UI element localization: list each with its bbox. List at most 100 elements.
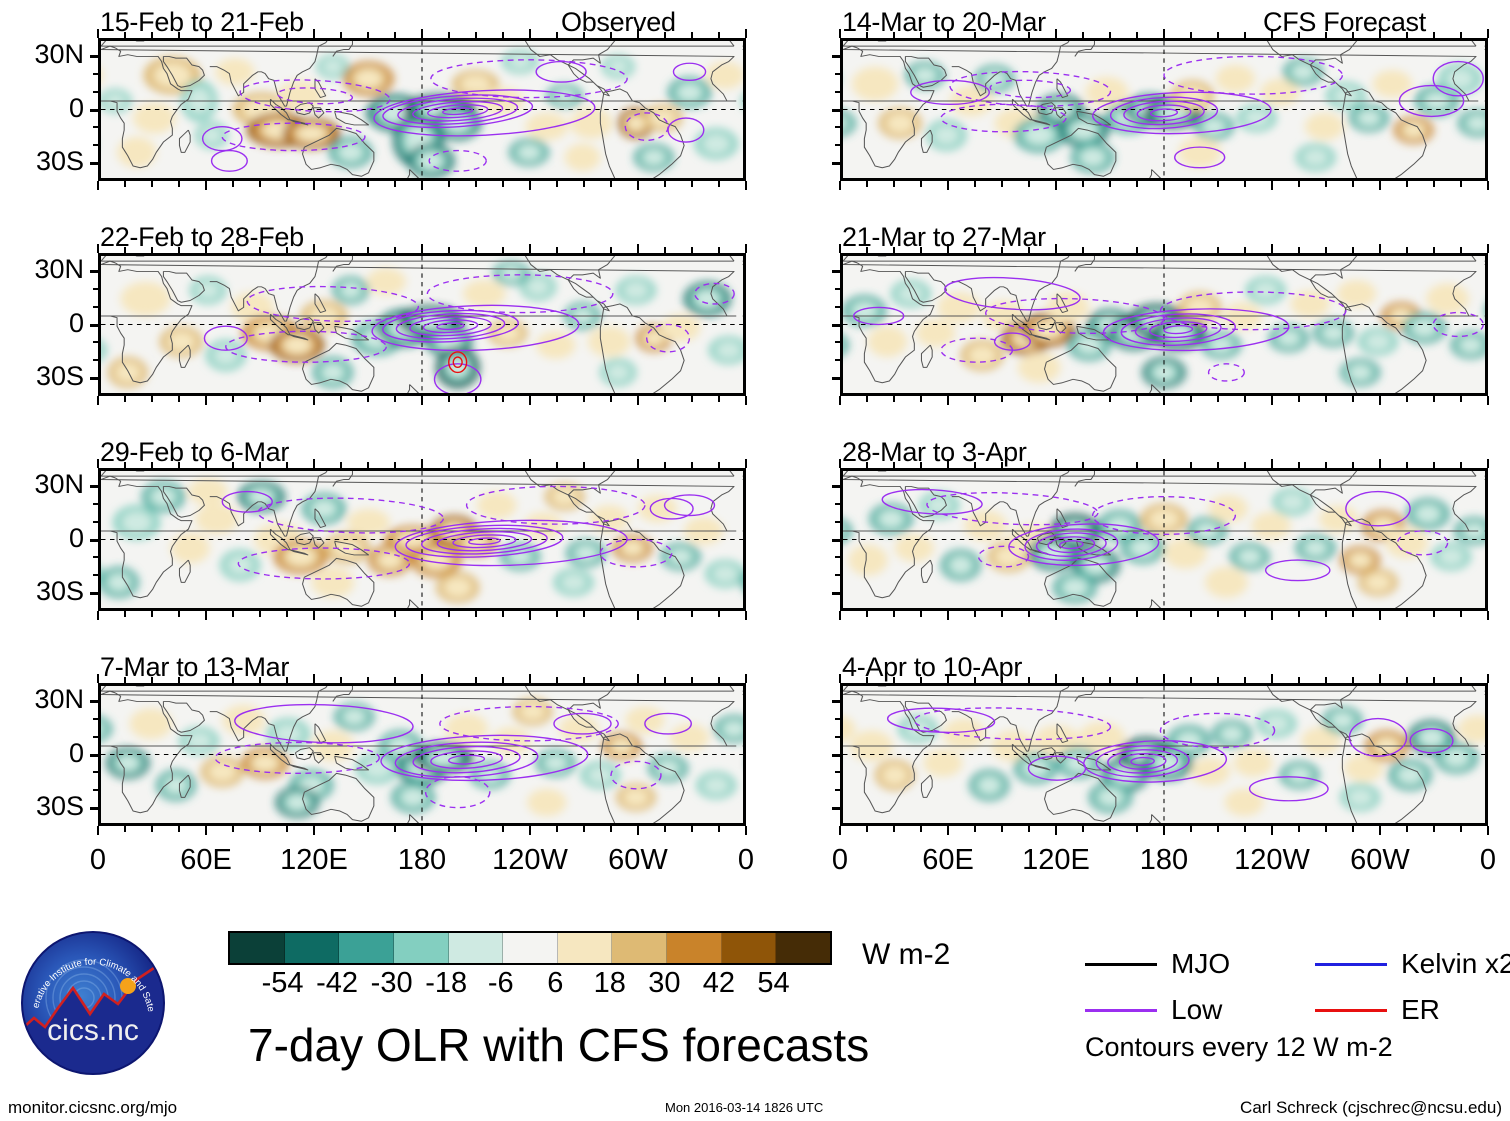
x-axis-tick: [1190, 462, 1192, 468]
x-axis-tick: [286, 32, 288, 38]
column-header-observed: Observed: [561, 7, 676, 37]
y-axis-minor-tick: [93, 538, 99, 541]
x-axis-tick: [1325, 247, 1327, 253]
x-axis-tick: [1460, 462, 1462, 468]
y-axis-minor-tick: [835, 126, 841, 129]
x-axis-tick: [1325, 396, 1327, 402]
x-axis-tick: [448, 396, 450, 402]
x-axis-tick: [1298, 462, 1300, 468]
main-title: 7-day OLR with CFS forecasts: [248, 1019, 870, 1071]
x-axis-tick: [718, 826, 720, 832]
x-axis-tick: [1001, 462, 1003, 468]
x-axis-tick: [97, 459, 99, 468]
x-axis-tick: [664, 181, 666, 187]
x-axis-tick: [1352, 396, 1354, 402]
x-axis-tick: [947, 29, 949, 38]
x-axis-tick: [718, 181, 720, 187]
x-axis-tick: [637, 826, 639, 835]
legend-entry-kelvin-x2: Kelvin x2: [1315, 948, 1510, 980]
x-axis-tick: [1217, 677, 1219, 683]
x-axis-tick: [1163, 826, 1165, 835]
logo-svg: Cooperative Institute for Climate and Sa…: [15, 920, 165, 1075]
x-axis-tick: [1379, 29, 1381, 38]
x-axis-tick: [394, 611, 396, 617]
x-axis-tick: [151, 611, 153, 617]
x-axis-tick: [340, 462, 342, 468]
x-axis-tick: [745, 244, 747, 253]
x-axis-tick: [974, 677, 976, 683]
x-axis-tick: [1001, 826, 1003, 832]
y-axis-minor-tick: [835, 162, 841, 165]
x-axis-tick: [1244, 247, 1246, 253]
footer-url[interactable]: monitor.cicsnc.org/mjo: [8, 1098, 178, 1117]
x-axis-tick: [745, 674, 747, 683]
colorbar-swatch: [448, 933, 504, 963]
x-tick-label: 60E: [180, 844, 232, 876]
x-axis-tick: [1487, 611, 1489, 620]
x-axis-tick: [1082, 677, 1084, 683]
x-axis-tick: [1379, 244, 1381, 253]
x-axis-tick: [529, 611, 531, 620]
x-axis-tick: [839, 674, 841, 683]
colorbar-tick-label: 6: [547, 967, 564, 999]
x-axis-tick: [1001, 181, 1003, 187]
x-axis-tick: [893, 247, 895, 253]
panel-title: 28-Mar to 3-Apr: [842, 437, 1027, 467]
x-axis-tick: [340, 611, 342, 617]
x-axis-tick: [394, 826, 396, 832]
x-axis-tick: [920, 247, 922, 253]
x-axis-tick: [367, 677, 369, 683]
x-axis-tick: [1190, 826, 1192, 832]
x-axis-tick: [1028, 677, 1030, 683]
x-axis-tick: [205, 674, 207, 683]
x-axis-tick: [1487, 459, 1489, 468]
x-axis-tick: [394, 32, 396, 38]
x-axis-tick: [1352, 462, 1354, 468]
x-axis-tick: [947, 826, 949, 835]
x-axis-tick: [475, 611, 477, 617]
x-axis-tick: [367, 611, 369, 617]
x-axis-tick: [1379, 459, 1381, 468]
x-axis-tick: [1352, 32, 1354, 38]
x-axis-tick: [1298, 611, 1300, 617]
x-axis-tick: [1190, 181, 1192, 187]
x-axis-tick: [232, 247, 234, 253]
x-axis-tick: [610, 181, 612, 187]
footer-author: Carl Schreck (cjschrec@ncsu.edu): [1240, 1098, 1502, 1117]
x-axis-tick: [178, 181, 180, 187]
olr-map: [98, 38, 746, 181]
panel-title: 29-Feb to 6-Mar: [100, 437, 290, 467]
colorbar-tick-label: -30: [370, 967, 413, 999]
x-axis-tick: [529, 396, 531, 405]
x-axis-tick: [205, 181, 207, 190]
x-axis-tick: [920, 611, 922, 617]
x-axis-tick: [664, 677, 666, 683]
x-axis-tick: [1109, 611, 1111, 617]
y-axis-minor-tick: [93, 484, 99, 487]
x-axis-tick: [1406, 826, 1408, 832]
x-axis-tick: [1244, 396, 1246, 402]
x-axis-tick: [151, 462, 153, 468]
x-axis-tick: [1163, 674, 1165, 683]
x-axis-tick: [974, 611, 976, 617]
x-axis-tick: [151, 396, 153, 402]
x-axis-tick: [1109, 32, 1111, 38]
x-axis-tick: [1028, 396, 1030, 402]
x-axis-tick: [866, 181, 868, 187]
x-axis-tick: [1325, 826, 1327, 832]
y-axis-minor-tick: [93, 807, 99, 810]
x-axis-tick: [475, 247, 477, 253]
x-axis-tick: [1082, 826, 1084, 832]
y-axis-minor-tick: [835, 520, 841, 523]
y-axis-minor-tick: [93, 144, 99, 147]
x-axis-tick: [664, 247, 666, 253]
panel-title: 14-Mar to 20-Mar: [842, 7, 1046, 37]
x-axis-tick: [1406, 181, 1408, 187]
x-axis-tick: [259, 611, 261, 617]
y-axis-minor-tick: [835, 735, 841, 738]
x-axis-tick: [502, 247, 504, 253]
x-axis-tick: [1109, 826, 1111, 832]
x-axis-tick: [313, 396, 315, 405]
x-axis-tick: [1244, 826, 1246, 832]
y-axis-minor-tick: [835, 592, 841, 595]
